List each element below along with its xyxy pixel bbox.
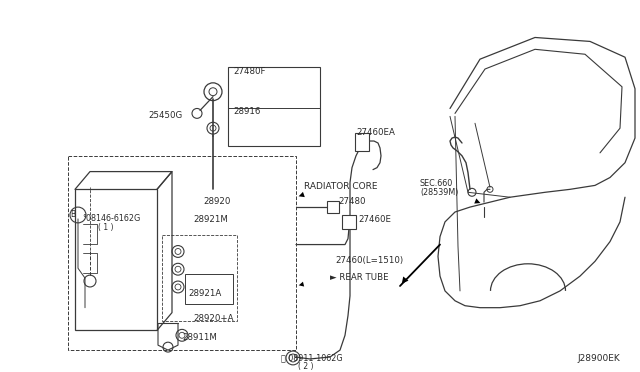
Bar bbox=[185, 274, 233, 304]
Text: B: B bbox=[70, 211, 76, 219]
Text: (28539M): (28539M) bbox=[420, 188, 458, 198]
Bar bbox=[355, 133, 369, 151]
Text: J28900EK: J28900EK bbox=[577, 354, 620, 363]
Text: 25450G: 25450G bbox=[148, 112, 182, 121]
Bar bbox=[75, 189, 157, 330]
Text: RADIATOR CORE: RADIATOR CORE bbox=[304, 182, 378, 192]
Bar bbox=[342, 215, 356, 229]
Bar bbox=[327, 201, 339, 213]
Text: 28920: 28920 bbox=[203, 197, 230, 206]
Text: 27460E: 27460E bbox=[358, 215, 391, 224]
Text: ( 1 ): ( 1 ) bbox=[98, 223, 113, 232]
Text: 28916: 28916 bbox=[233, 106, 260, 115]
Text: °08146-6162G: °08146-6162G bbox=[82, 214, 140, 223]
Bar bbox=[228, 67, 320, 146]
Text: 28920+A: 28920+A bbox=[193, 314, 234, 323]
Text: ( 2 ): ( 2 ) bbox=[298, 362, 314, 371]
Text: Ⓝ 08911-1062G: Ⓝ 08911-1062G bbox=[281, 353, 342, 362]
Text: 28911M: 28911M bbox=[182, 333, 217, 342]
Text: 27480: 27480 bbox=[338, 197, 365, 206]
Text: 27480F: 27480F bbox=[233, 67, 266, 76]
Text: 27460(L=1510): 27460(L=1510) bbox=[335, 256, 403, 265]
Bar bbox=[68, 156, 296, 350]
Text: 28921A: 28921A bbox=[188, 289, 221, 298]
Text: ► REAR TUBE: ► REAR TUBE bbox=[330, 273, 388, 282]
Text: SEC.660: SEC.660 bbox=[420, 179, 453, 189]
Bar bbox=[162, 235, 237, 321]
Text: 28921M: 28921M bbox=[193, 215, 228, 224]
Text: 27460EA: 27460EA bbox=[356, 128, 395, 137]
